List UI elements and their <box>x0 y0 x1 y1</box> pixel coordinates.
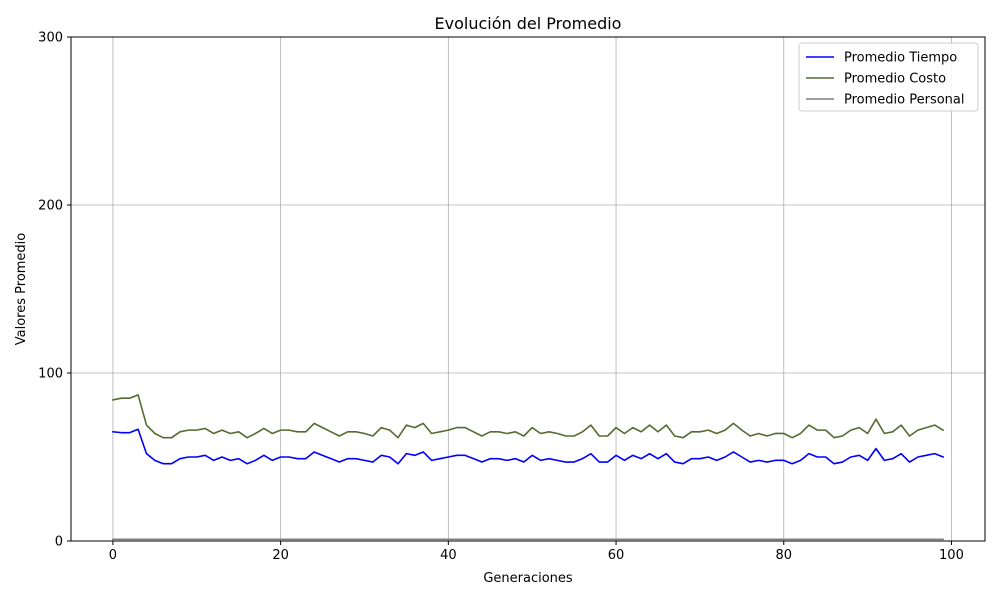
x-tick-label: 100 <box>939 548 964 563</box>
legend: Promedio Tiempo Promedio Costo Promedio Pe… <box>798 42 979 112</box>
x-tick-label: 20 <box>272 548 289 563</box>
legend-label: Promedio Costo <box>844 72 946 87</box>
series-lines <box>111 394 945 541</box>
x-tick-label: 0 <box>109 548 117 563</box>
y-tick-label: 0 <box>55 535 63 550</box>
legend-label: Promedio Personal <box>844 93 965 108</box>
legend-box <box>798 42 979 112</box>
x-tick-label: 40 <box>440 548 457 563</box>
legend-label: Promedio Tiempo <box>844 51 957 66</box>
series-line-promedio-tiempo <box>112 428 945 465</box>
y-tick-label: 200 <box>38 199 63 214</box>
y-tick-label: 300 <box>38 31 63 46</box>
x-axis-label: Generaciones <box>483 571 573 586</box>
grid-lines <box>71 36 985 542</box>
series-line-promedio-costo <box>111 394 945 439</box>
y-axis-ticks: 0 100 200 300 <box>38 31 71 550</box>
x-axis-ticks: 0 20 40 60 80 100 <box>109 541 964 563</box>
x-tick-label: 60 <box>608 548 625 563</box>
x-tick-label: 80 <box>775 548 792 563</box>
plot-area-frame <box>70 36 986 542</box>
y-axis-label: Valores Promedio <box>14 233 29 346</box>
y-tick-label: 100 <box>38 367 63 382</box>
chart-title: Evolución del Promedio <box>435 14 622 33</box>
